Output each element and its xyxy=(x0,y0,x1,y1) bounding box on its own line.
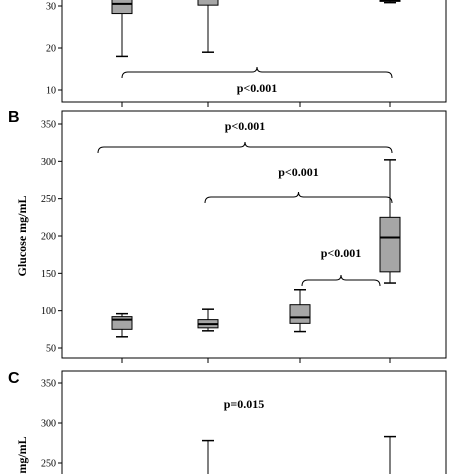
panel-a-boxes xyxy=(111,0,401,58)
box-4 xyxy=(379,0,401,4)
box-1 xyxy=(111,312,133,338)
panel-b-boxes xyxy=(111,159,401,338)
panel-b-y-label: Glucose mg/mL xyxy=(15,196,29,277)
box-iqr xyxy=(379,216,401,273)
panel-b-annotations: p<0.001 p<0.001 p<0.001 xyxy=(97,119,393,287)
box-3 xyxy=(289,289,311,333)
panel-c-y-axis: 250 300 350 xyxy=(41,379,62,470)
panel-c-y-label: mg/mL xyxy=(15,436,29,473)
panel-c-frame xyxy=(61,370,447,474)
y-tick-label: 300 xyxy=(41,419,56,430)
y-tick-label: 250 xyxy=(41,194,56,205)
box-1 xyxy=(111,0,133,58)
significance-bracket: p<0.001 xyxy=(121,66,393,95)
panel-c-letter: C xyxy=(8,370,20,387)
box-4 xyxy=(379,159,401,284)
significance-bracket: p<0.001 xyxy=(204,165,393,204)
box-iqr xyxy=(111,316,133,330)
panel-b: Glucose mg/mL 50 100 150 200 250 300 350 p<0.0… xyxy=(15,110,447,363)
p-value-label: p<0.001 xyxy=(321,246,362,260)
y-tick-label: 350 xyxy=(41,379,56,390)
panel-c: mg/mL 250 300 350 p=0.015 xyxy=(15,370,447,474)
box-iqr xyxy=(111,0,133,15)
panel-c-boxes xyxy=(202,435,396,474)
y-tick-label: 200 xyxy=(41,232,56,243)
y-tick-label: 100 xyxy=(41,306,56,317)
panel-c-annotations: p=0.015 xyxy=(224,397,265,411)
y-tick-label: 350 xyxy=(41,120,56,131)
box-iqr xyxy=(197,0,219,6)
panel-b-y-axis: 50 100 150 200 250 300 350 xyxy=(41,120,391,363)
y-tick-label: 300 xyxy=(41,157,56,168)
panel-a: 10 20 30 p<0.001 xyxy=(46,0,447,107)
panel-a-frame xyxy=(61,0,447,103)
box-2 xyxy=(197,308,219,332)
significance-bracket: p<0.001 xyxy=(301,246,381,287)
box-iqr xyxy=(289,304,311,324)
p-value-label: p=0.015 xyxy=(224,397,265,411)
panel-a-annotations: p<0.001 xyxy=(121,66,393,95)
p-value-label: p<0.001 xyxy=(237,81,278,95)
bracket-line xyxy=(301,274,381,287)
bracket-line xyxy=(97,141,393,154)
box-4 xyxy=(384,435,396,474)
box-2 xyxy=(197,0,219,53)
panel-a-y-axis: 10 20 30 xyxy=(46,2,391,107)
panel-b-frame xyxy=(61,110,447,359)
y-tick-label: 50 xyxy=(46,344,56,355)
box-2 xyxy=(202,439,214,474)
bracket-line xyxy=(121,66,393,79)
significance-bracket: p<0.001 xyxy=(97,119,393,154)
p-value-label: p<0.001 xyxy=(278,165,319,179)
y-tick-label: 30 xyxy=(46,2,56,13)
y-tick-label: 20 xyxy=(46,44,56,55)
y-tick-label: 150 xyxy=(41,269,56,280)
y-tick-label: 250 xyxy=(41,459,56,470)
bracket-line xyxy=(204,191,393,204)
y-tick-label: 10 xyxy=(46,86,56,97)
p-value-label: p<0.001 xyxy=(225,119,266,133)
panel-b-letter: B xyxy=(8,109,20,126)
